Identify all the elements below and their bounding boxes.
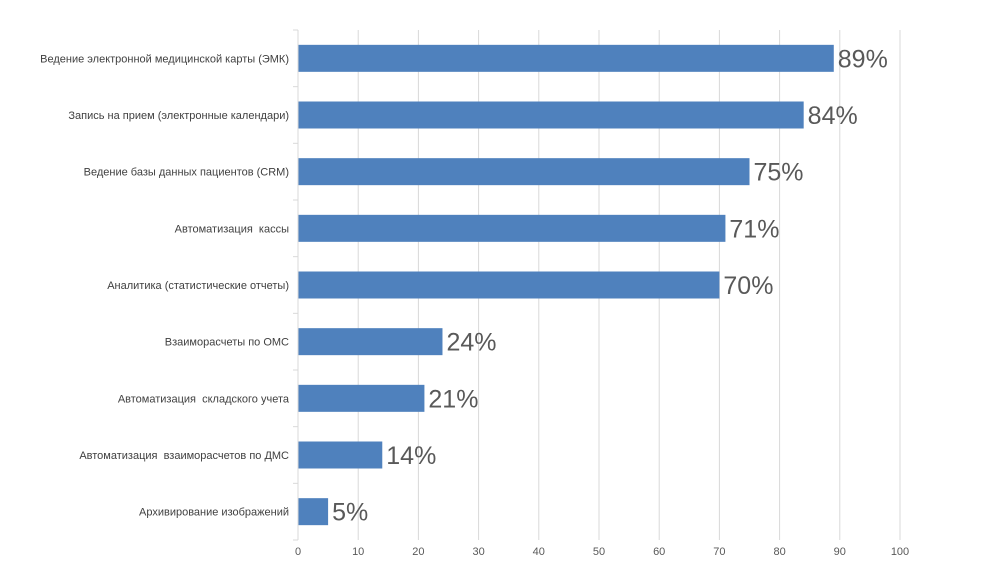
- data-labels: 89% 84% 75% 71% 70% 24% 21% 14% 5%: [332, 45, 888, 526]
- category-label: Запись на прием (электронные календари): [68, 110, 289, 122]
- bar: [298, 158, 750, 186]
- x-tick-label: 60: [653, 546, 665, 558]
- bar: [298, 498, 329, 526]
- bar: [298, 214, 726, 242]
- category-label: Ведение базы данных пациентов (CRM): [84, 167, 289, 179]
- category-label: Архивирование изображений: [139, 507, 289, 519]
- x-tick-label: 30: [472, 546, 484, 558]
- bar: [298, 441, 383, 469]
- category-label: Ведение электронной медицинской карты (Э…: [40, 53, 289, 65]
- data-label: 84%: [808, 102, 858, 130]
- bar: [298, 271, 720, 299]
- bars: [298, 44, 834, 526]
- data-label: 5%: [332, 499, 368, 527]
- x-tick-label: 70: [713, 546, 725, 558]
- bar: [298, 384, 425, 412]
- data-label: 71%: [729, 215, 779, 243]
- data-label: 70%: [723, 272, 773, 300]
- bar: [298, 328, 443, 356]
- category-label: Автоматизация складского учета: [118, 393, 290, 405]
- data-label: 89%: [838, 45, 888, 73]
- bar: [298, 101, 804, 129]
- x-tick-label: 50: [593, 546, 605, 558]
- x-tick-labels: 0 10 20 30 40 50 60 70 80 90 100: [295, 546, 909, 558]
- bar: [298, 44, 834, 72]
- x-tick-label: 10: [352, 546, 364, 558]
- x-tick-label: 100: [891, 546, 909, 558]
- category-label: Аналитика (статистические отчеты): [107, 280, 289, 292]
- x-tick-label: 0: [295, 546, 301, 558]
- data-label: 14%: [386, 442, 436, 470]
- x-tick-label: 20: [412, 546, 424, 558]
- x-tick-label: 80: [773, 546, 785, 558]
- category-label: Автоматизация кассы: [175, 223, 289, 235]
- category-labels: Ведение электронной медицинской карты (Э…: [40, 53, 290, 518]
- data-label: 75%: [754, 159, 804, 187]
- data-label: 24%: [446, 329, 496, 357]
- category-label: Взаиморасчеты по ОМС: [165, 337, 289, 349]
- data-label: 21%: [428, 385, 478, 413]
- x-tick-label: 40: [533, 546, 545, 558]
- category-label: Автоматизация взаиморасчетов по ДМС: [79, 450, 289, 462]
- x-tick-label: 90: [834, 546, 846, 558]
